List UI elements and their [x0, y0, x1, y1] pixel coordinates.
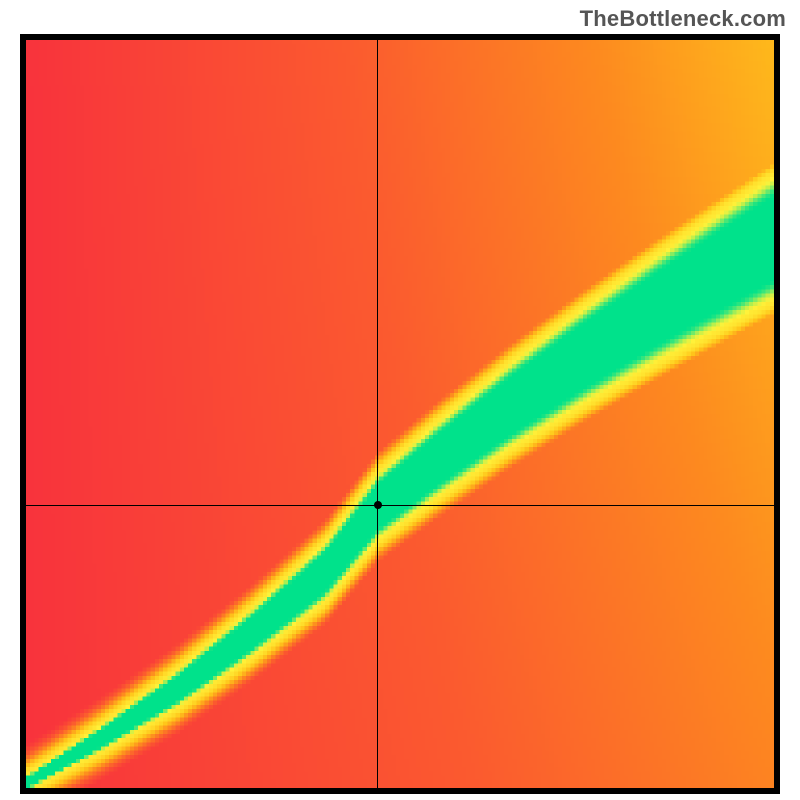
crosshair-horizontal	[26, 505, 774, 506]
crosshair-vertical	[377, 40, 378, 788]
crosshair-marker	[374, 501, 382, 509]
watermark-label: TheBottleneck.com	[580, 6, 786, 32]
heatmap-canvas	[26, 40, 774, 788]
figure-container: TheBottleneck.com	[0, 0, 800, 800]
